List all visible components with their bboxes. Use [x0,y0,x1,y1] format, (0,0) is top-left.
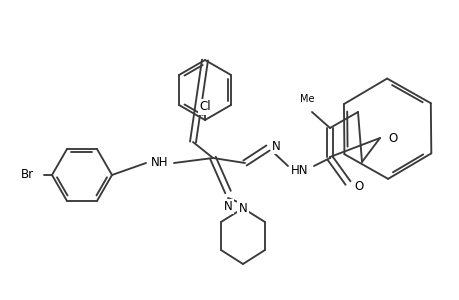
Text: Br: Br [21,169,34,182]
Text: Cl: Cl [199,100,210,113]
Text: N: N [271,140,280,152]
Text: N: N [238,202,247,214]
Text: NH: NH [151,157,168,169]
Text: O: O [387,131,397,145]
Text: Me: Me [299,94,313,104]
Text: HN: HN [291,164,308,176]
Text: O: O [353,179,363,193]
Text: N: N [223,200,232,213]
